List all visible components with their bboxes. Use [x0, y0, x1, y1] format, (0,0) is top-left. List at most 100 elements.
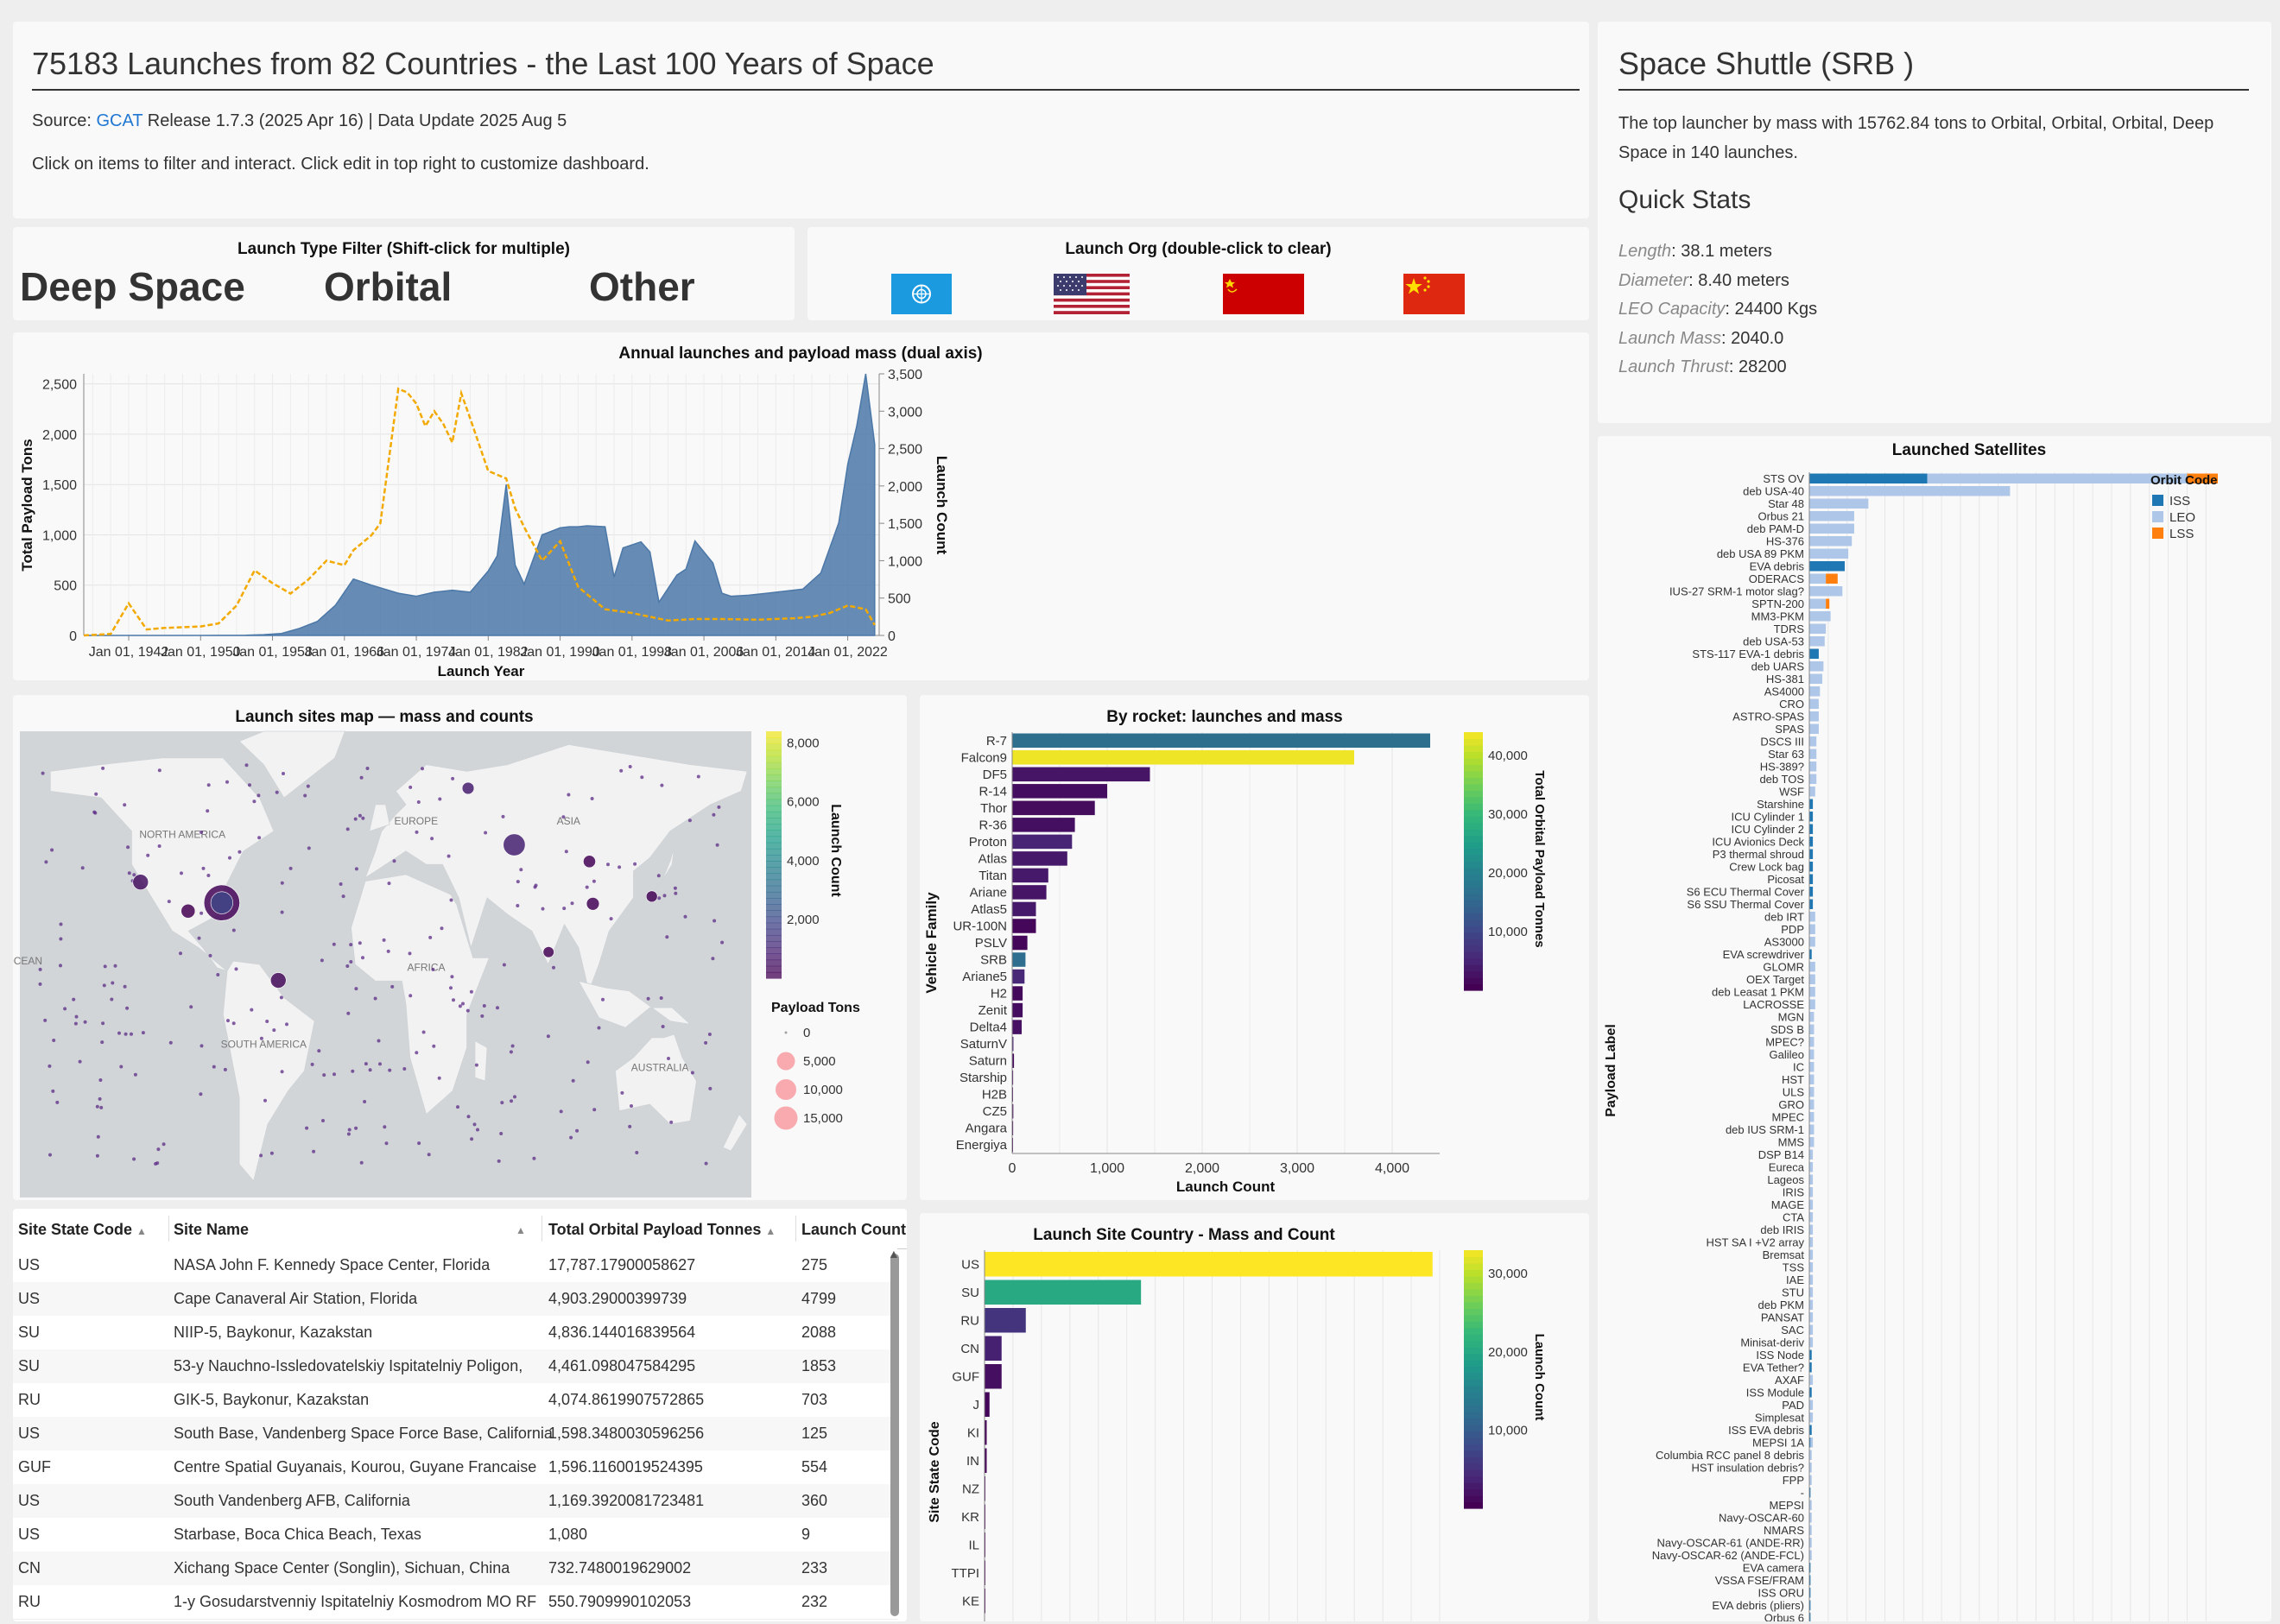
gcat-link[interactable]: GCAT [96, 111, 143, 130]
minor-site-marker [157, 844, 162, 848]
minor-site-marker [717, 805, 721, 809]
scroll-up-icon[interactable]: ▲ [888, 1247, 900, 1261]
map-region-label: SOUTH AMERICA [221, 1038, 307, 1050]
satellite-bar-leo [1809, 1337, 1814, 1348]
minor-site-marker [402, 1067, 407, 1071]
rocket-label: SRB [980, 953, 1007, 968]
minor-site-marker [628, 765, 632, 768]
table-row[interactable]: US South Vandenberg AFB, California 1,169.… [13, 1484, 897, 1519]
payload-label: EVA Tether? [1743, 1361, 1804, 1374]
table-row[interactable]: SU NIIP-5, Baykonur, Kazakstan 4,836.14401… [13, 1316, 897, 1350]
satellite-bar-iss [1809, 899, 1814, 909]
minor-site-marker [696, 774, 700, 779]
minor-site-marker [516, 904, 520, 907]
ussr-flag[interactable] [1223, 274, 1304, 314]
minor-site-marker [704, 1161, 708, 1166]
filter-orbital[interactable]: Orbital [324, 264, 453, 309]
payload-label: MPEC? [1765, 1035, 1804, 1048]
minor-site-marker [570, 901, 574, 906]
satellite-bar-leo [1809, 1162, 1814, 1172]
colorbar-segment [766, 861, 782, 868]
colorbar-segment [766, 842, 782, 850]
china-flag[interactable] [1403, 274, 1465, 314]
country-label: GUF [952, 1369, 979, 1384]
table-cell: South Vandenberg AFB, California [174, 1492, 410, 1509]
satellite-bar-leo [1809, 937, 1815, 947]
colorbar-segment [766, 959, 782, 967]
minor-site-marker [415, 1051, 419, 1055]
column-header-site-name[interactable]: Site Name [174, 1221, 250, 1238]
minor-site-marker [669, 1120, 674, 1124]
rocket-chart-title: By rocket: launches and mass [1106, 708, 1343, 726]
satellite-bar-iss [1809, 473, 1928, 483]
filter-deep-space[interactable]: Deep Space [20, 264, 245, 309]
y-tick-label: 500 [54, 579, 77, 594]
column-header-launch-count[interactable]: Launch Count [801, 1221, 906, 1238]
table-row[interactable]: RU GIK-5, Baykonur, Kazakstan 4,074.861990… [13, 1383, 897, 1418]
minor-site-marker [306, 784, 310, 788]
satellite-bar-iss [1809, 824, 1814, 834]
minor-site-marker [216, 973, 220, 976]
satellite-bar-leo [1809, 962, 1815, 972]
minor-site-marker [201, 866, 206, 870]
minor-site-marker [110, 997, 114, 1002]
table-row[interactable]: US NASA John F. Kennedy Space Center, Flo… [13, 1248, 897, 1283]
header-panel: 75183 Launches from 82 Countries - the L… [13, 22, 1589, 218]
table-cell: 1,080 [548, 1526, 588, 1543]
minor-site-marker [310, 1062, 314, 1066]
table-row[interactable]: CN Xichang Space Center (Songlin), Sichua… [13, 1551, 897, 1586]
minor-site-marker [628, 1124, 632, 1128]
minor-site-marker [421, 1030, 426, 1034]
colorbar-segment [766, 885, 782, 893]
table-row[interactable]: US South Base, Vandenberg Space Force Bas… [13, 1417, 897, 1451]
minor-site-marker [250, 1008, 254, 1012]
rocket-bar [1012, 969, 1025, 984]
minor-site-marker [279, 995, 283, 1000]
minor-site-marker [321, 1119, 325, 1122]
minor-site-marker [272, 1028, 276, 1033]
payload-label: STS OV [1763, 472, 1804, 485]
table-cell: Xichang Space Center (Songlin), Sichuan,… [174, 1559, 510, 1577]
payload-label: P3 thermal shroud [1713, 848, 1804, 861]
satellite-bar-leo [1809, 1024, 1814, 1034]
colorbar-segment [766, 934, 782, 942]
satellite-bar-leo [1809, 987, 1815, 997]
satellite-bar-iss [1809, 1488, 1811, 1498]
payload-label: WSF [1779, 785, 1804, 798]
minor-site-marker [451, 776, 455, 780]
filter-other[interactable]: Other [589, 264, 695, 309]
payload-label: deb IUS SRM-1 [1726, 1123, 1804, 1136]
satellite-bar-leo [1809, 1074, 1814, 1084]
minor-site-marker [361, 956, 364, 960]
landmass [351, 874, 491, 1115]
minor-site-marker [378, 1062, 382, 1066]
table-row[interactable]: RU 1-y Gosudarstvenniy Ispitatelniy Kosmo… [13, 1585, 897, 1620]
colorbar-segment [1464, 744, 1483, 753]
table-scrollbar[interactable] [890, 1254, 899, 1616]
minor-site-marker [248, 783, 251, 787]
usa-flag[interactable] [1054, 274, 1130, 314]
minor-site-marker [552, 965, 555, 970]
satellite-bar-leo [1809, 1012, 1814, 1022]
country-label: KR [961, 1510, 979, 1525]
minor-site-marker [127, 871, 131, 875]
colorbar-segment [1464, 1463, 1483, 1470]
colorbar-segment [1464, 1405, 1483, 1412]
table-row[interactable]: US Cape Canaveral Air Station, Florida 4,9… [13, 1282, 897, 1317]
table-row[interactable]: US Starbase, Boca Chica Beach, Texas 1,080… [13, 1518, 897, 1552]
table-row[interactable]: GUF Centre Spatial Guyanais, Kourou, Guya… [13, 1450, 897, 1485]
column-header-site-state-code[interactable]: Site State Code ▲ [18, 1221, 147, 1238]
map-region-label: AUSTRALIA [631, 1061, 689, 1073]
satellite-bar-leo [1809, 1287, 1814, 1298]
colorbar-segment [1464, 887, 1483, 894]
size-legend-label: 0 [803, 1026, 810, 1040]
country-bar [985, 1336, 1002, 1361]
payload-label: OEX Target [1746, 973, 1804, 986]
size-legend-marker [774, 1106, 798, 1130]
minor-site-marker [657, 896, 662, 900]
launch-sites-map[interactable]: Launch sites map — mass and counts NORTH … [13, 695, 907, 1200]
column-header-total-tonnes[interactable]: Total Orbital Payload Tonnes ▲ [548, 1221, 776, 1238]
table-row[interactable]: SU 53-y Nauchno-Issledovatelskiy Ispitate… [13, 1349, 897, 1384]
launch-site-marker [586, 897, 600, 911]
united-nations-flag[interactable] [891, 274, 952, 314]
